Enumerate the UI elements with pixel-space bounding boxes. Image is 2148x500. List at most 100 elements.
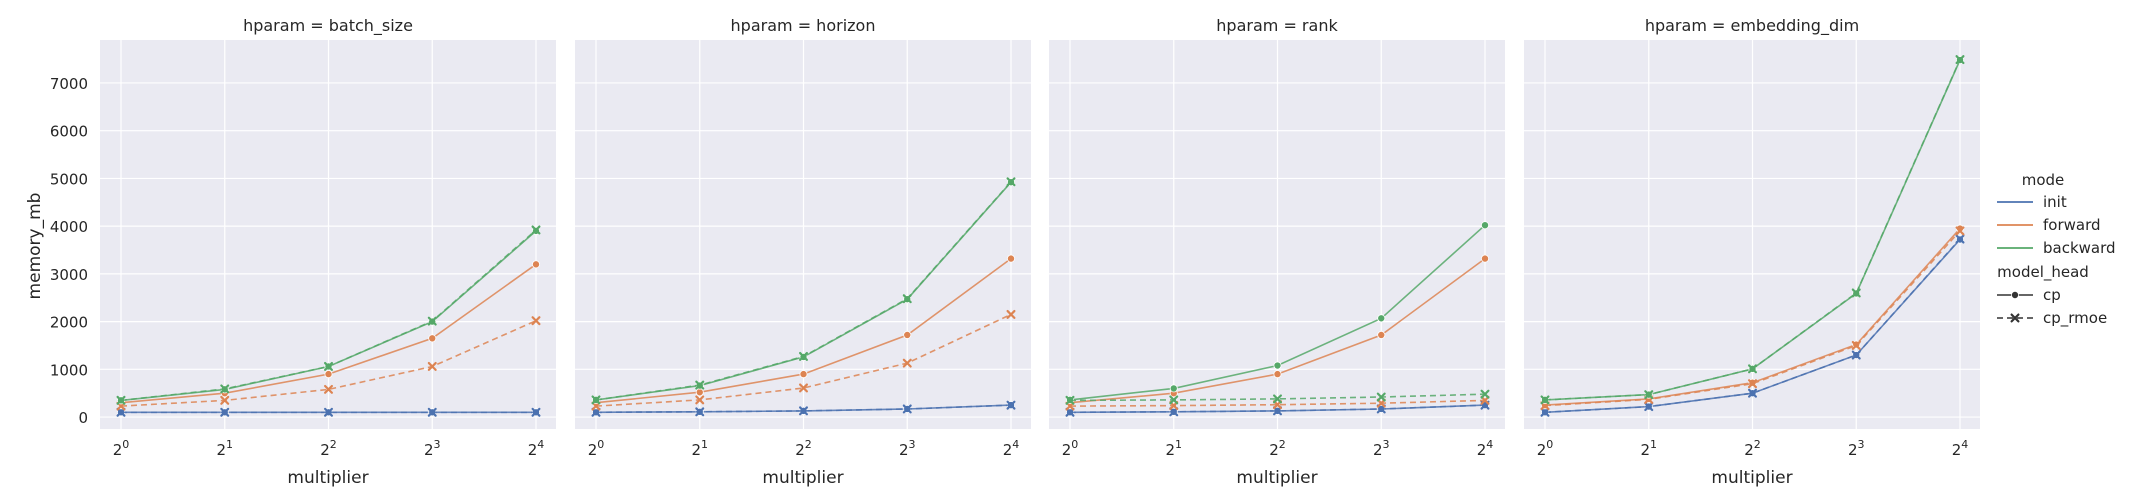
legend-entry-cp: cp: [1997, 286, 2061, 304]
marker-x-shape: [220, 384, 230, 394]
legend-title-style: model_head: [1997, 263, 2089, 282]
marker-x-shape: [427, 407, 437, 417]
marker-x-shape: [427, 361, 437, 371]
legend-label: cp_rmoe: [2043, 309, 2107, 328]
data-point: [1273, 394, 1282, 404]
marker-x-shape: [591, 395, 601, 405]
marker-x-shape: [695, 395, 705, 405]
x-axis-label: multiplier: [287, 468, 368, 488]
data-point: [799, 383, 808, 393]
data-point: [903, 330, 912, 339]
marker-x-shape: [324, 407, 333, 417]
series-backward-cp_rmoe: [1065, 389, 1490, 405]
data-point: [591, 395, 601, 405]
y-tick-label: 3000: [50, 266, 88, 284]
data-point: [1065, 407, 1075, 417]
y-axis-label: memory_mb: [25, 193, 45, 300]
marker-x-shape: [591, 407, 601, 417]
data-point: [324, 407, 333, 417]
data-point: [1006, 400, 1016, 410]
series-line: [1069, 393, 1486, 402]
data-point: [1851, 340, 1861, 350]
data-point: [1169, 384, 1178, 393]
data-point: [428, 334, 437, 343]
x-tick-label: 22: [1744, 438, 1761, 459]
marker-x-shape: [531, 407, 541, 417]
series-init-cp_rmoe: [591, 400, 1016, 417]
series-line: [595, 404, 1012, 414]
marker-x-shape: [1376, 398, 1386, 408]
marker-x-shape: [695, 407, 705, 417]
marker-x-shape: [1851, 340, 1861, 350]
data-point: [1748, 364, 1757, 374]
marker-x-shape: [591, 401, 601, 411]
x-tick-label: 23: [899, 438, 916, 459]
data-point: [799, 351, 808, 361]
data-point: [324, 370, 333, 379]
marker-x-shape: [1540, 395, 1550, 405]
data-point: [531, 407, 541, 417]
x-tick-label: 20: [1062, 438, 1079, 459]
data-point: [1273, 361, 1282, 370]
marker-x-shape: [695, 380, 705, 390]
data-point: [532, 260, 541, 269]
x-tick-label: 21: [216, 438, 233, 459]
data-point: [1065, 395, 1075, 405]
y-tick-label: 5000: [50, 170, 88, 188]
panel-title: hparam = rank: [1216, 16, 1338, 35]
x-tick-label: 24: [528, 438, 545, 459]
data-point: [1540, 407, 1550, 417]
legend-entry-init: init: [1997, 193, 2067, 211]
data-point: [1006, 177, 1016, 187]
facet-panel-3: 20 21 22 23 24 hparam = rank multiplier: [1049, 16, 1505, 488]
marker-x-shape: [1169, 395, 1179, 405]
marker-x-shape: [799, 351, 808, 361]
series-backward-cp_rmoe: [591, 177, 1016, 405]
data-point: [116, 395, 126, 405]
x-tick-label: 20: [588, 438, 605, 459]
data-point: [1540, 395, 1550, 405]
marker-x-shape: [220, 407, 230, 417]
series-init-cp_rmoe: [116, 407, 541, 417]
x-tick-label: 20: [1537, 438, 1554, 459]
marker-x-shape: [1273, 406, 1282, 416]
marker-x-shape: [1955, 226, 1965, 236]
data-point: [1273, 406, 1282, 416]
data-point: [427, 361, 437, 371]
marker-x-shape: [902, 358, 912, 368]
data-point: [427, 407, 437, 417]
data-point: [695, 407, 705, 417]
data-point: [1480, 389, 1490, 399]
legend-entry-cp_rmoe: cp_rmoe: [1997, 309, 2107, 328]
data-point: [695, 380, 705, 390]
marker-x-shape: [1169, 407, 1179, 417]
marker-x-shape: [1748, 388, 1757, 398]
data-point: [220, 395, 230, 405]
x-tick-label: 22: [320, 438, 337, 459]
series-line: [120, 319, 537, 407]
x-tick-label: 20: [113, 438, 130, 459]
data-point: [1644, 390, 1654, 400]
legend-entry-backward: backward: [1997, 239, 2116, 257]
y-tick-label: 1000: [50, 361, 88, 379]
legend-marker: [2011, 290, 2020, 299]
marker-x-shape: [1480, 395, 1490, 405]
data-point: [799, 370, 808, 379]
marker-x-shape: [1748, 364, 1757, 374]
data-point: [1377, 330, 1386, 339]
data-point: [1955, 226, 1965, 236]
legend-title-hue: mode: [2022, 171, 2065, 189]
series-backward-cp_rmoe: [1540, 55, 1965, 405]
marker-x-shape: [1955, 234, 1965, 244]
marker-x-shape: [324, 384, 333, 394]
marker-x-shape: [1480, 389, 1490, 399]
x-axis-label: multiplier: [1236, 468, 1317, 488]
data-point: [695, 388, 704, 397]
panel-title: hparam = horizon: [731, 16, 876, 35]
data-point: [1481, 254, 1490, 263]
marker-x-shape: [1955, 55, 1965, 65]
x-tick-label: 22: [1269, 438, 1286, 459]
marker-x-shape: [1748, 379, 1757, 389]
x-tick-label: 23: [1373, 438, 1390, 459]
data-point: [1748, 388, 1757, 398]
